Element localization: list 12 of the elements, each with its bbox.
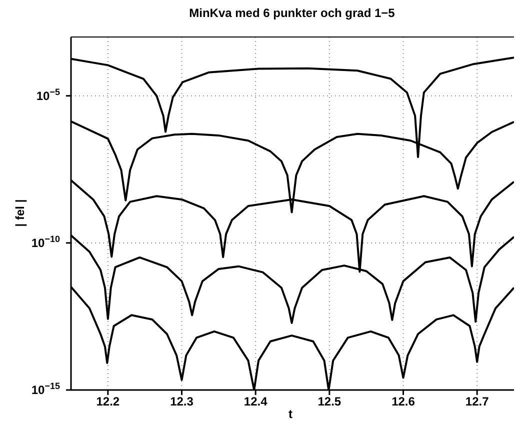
- x-tick-label: 12.4: [244, 394, 268, 409]
- x-tick-label: 12.2: [96, 394, 120, 409]
- x-tick-label: 12.7: [465, 394, 490, 409]
- y-tick-label: 10$^{−15}$: [31, 381, 60, 397]
- x-tick-label: 12.5: [318, 394, 342, 409]
- y-tick-label: 10$^{−10}$: [31, 234, 60, 250]
- chart-title: MinKva med 6 punkter och grad 1−5: [189, 6, 396, 20]
- x-tick-label: 12.6: [392, 394, 416, 409]
- y-axis-title: | fel |: [13, 199, 27, 227]
- y-tick-label: 10$^{−5}$: [36, 86, 60, 103]
- x-axis-title: t: [288, 407, 292, 421]
- x-tick-label: 12.3: [170, 394, 194, 409]
